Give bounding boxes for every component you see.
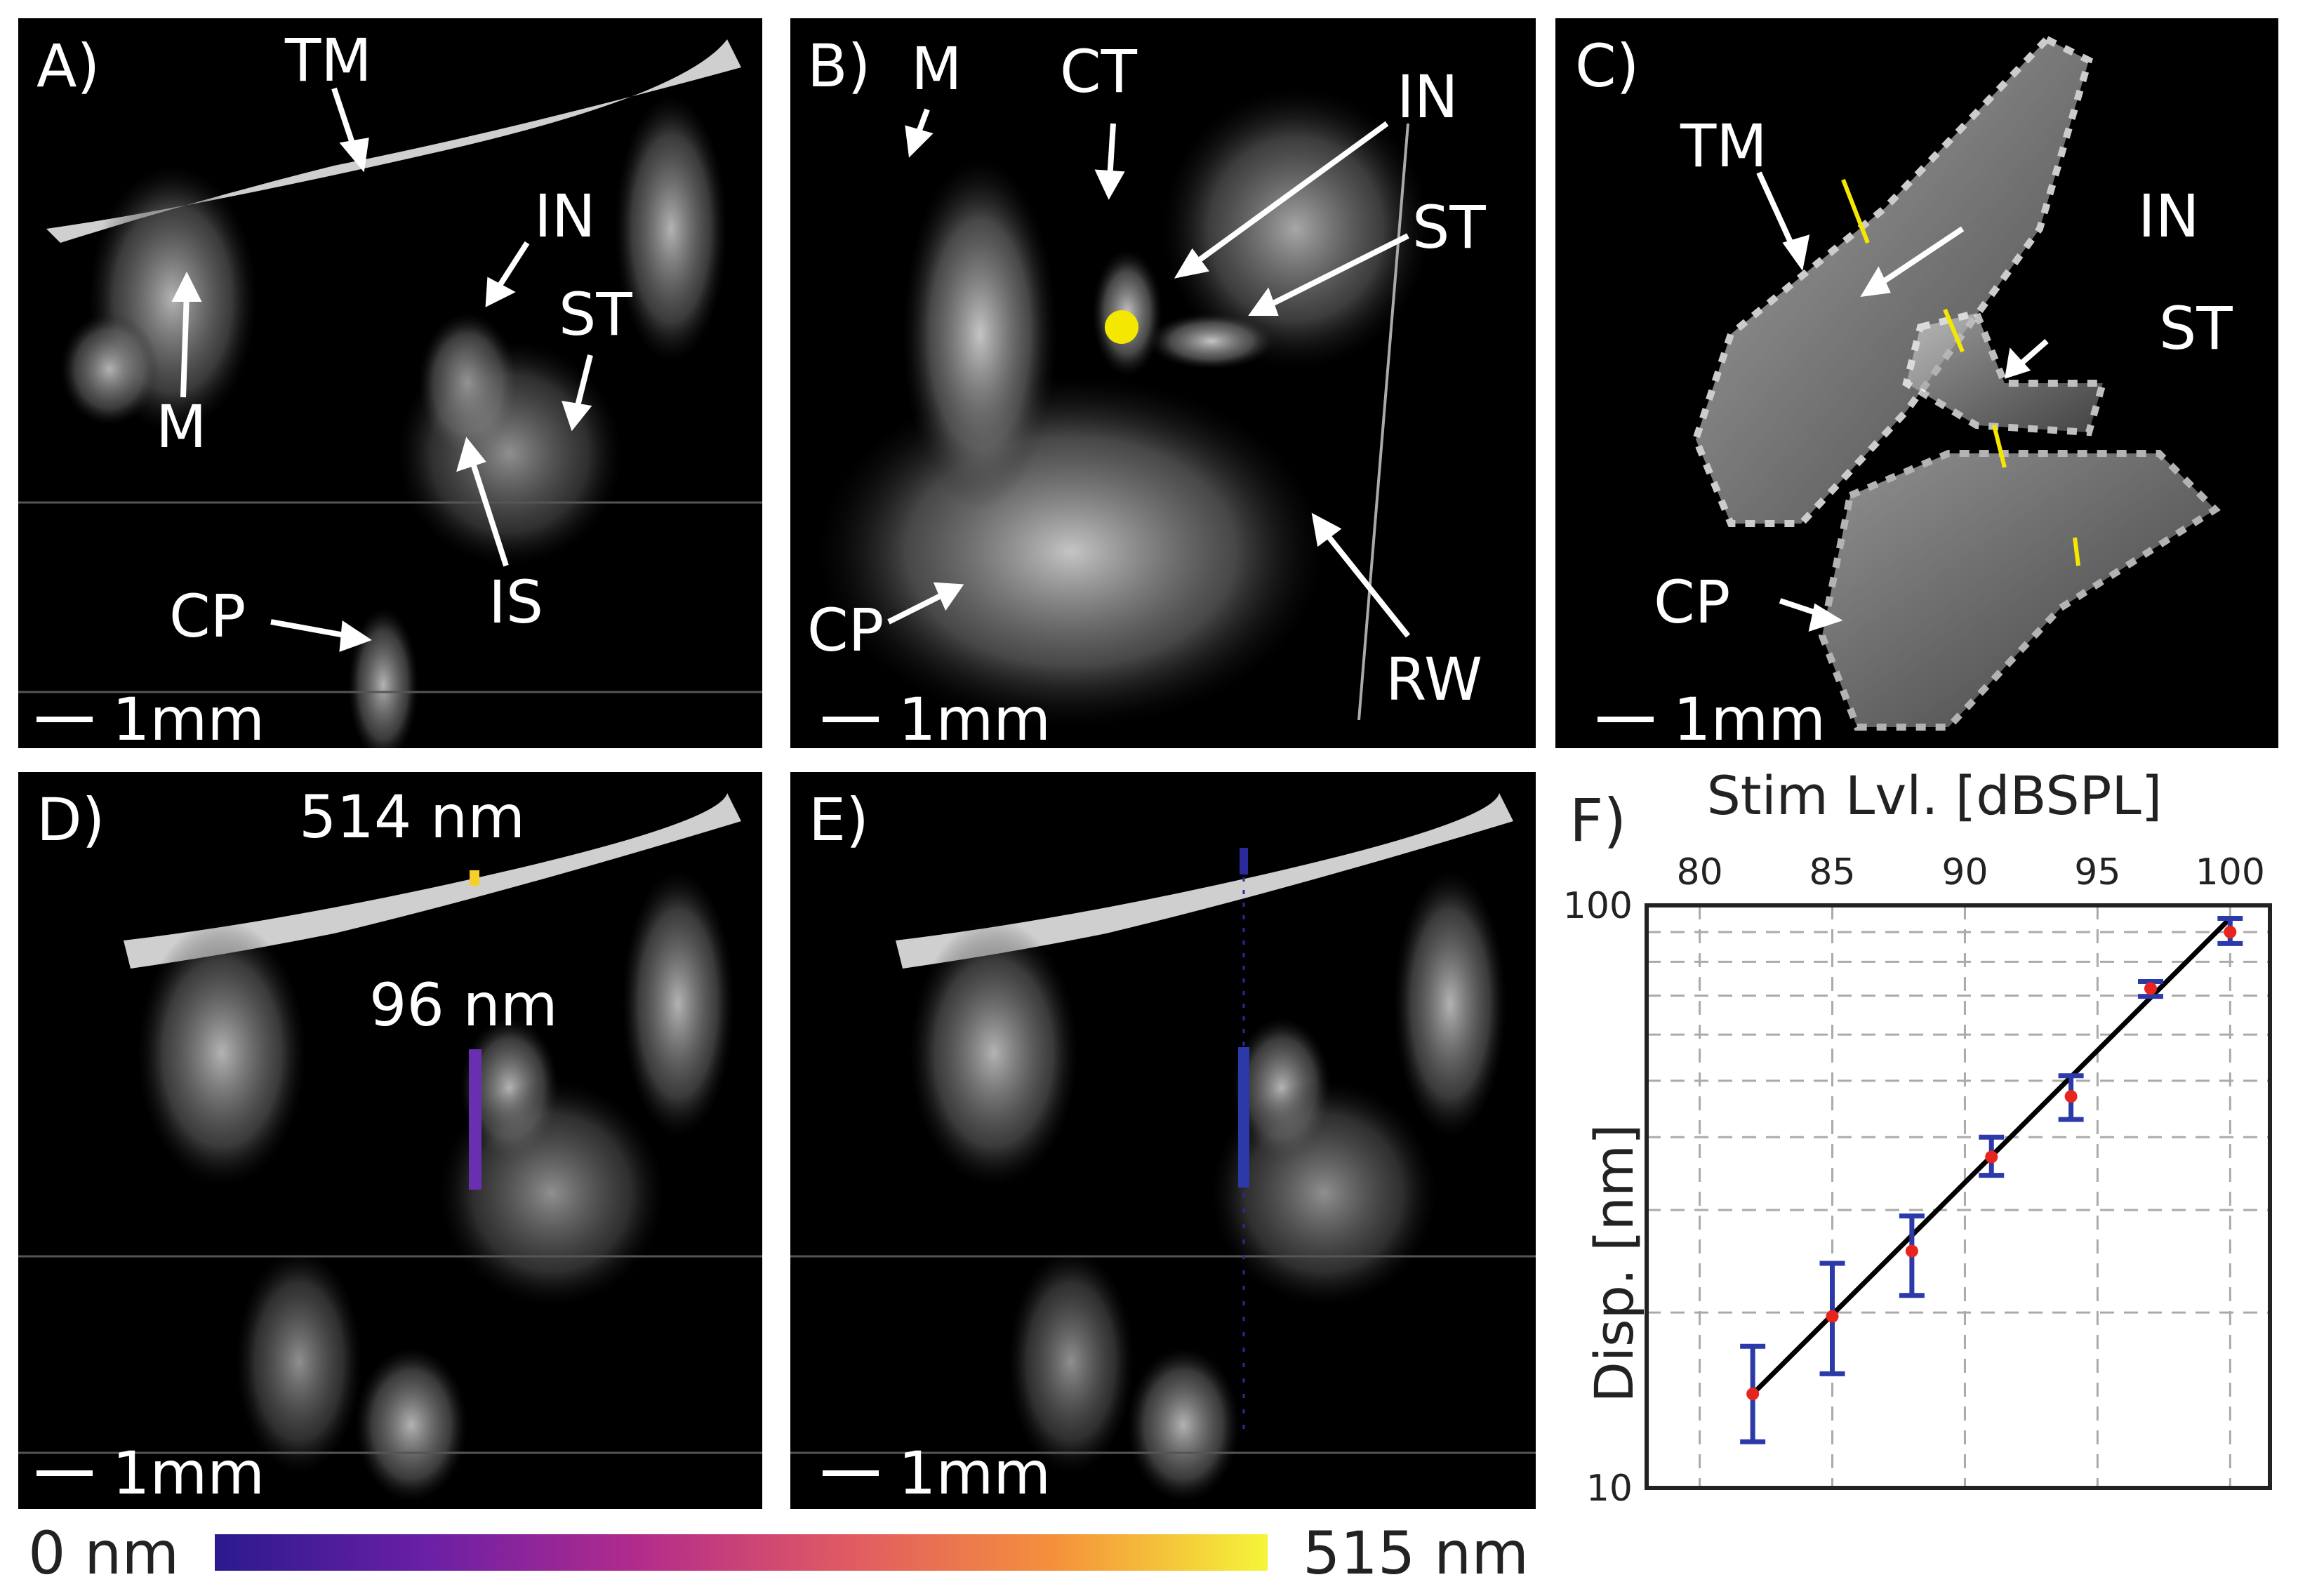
chart-f: 80 85 90 95 100 10 100 Stim Lvl. [dBSPL] Disp.… (1563, 772, 2272, 1510)
label-st: ST (1412, 193, 1486, 262)
label-is: IS (489, 568, 544, 637)
panel-c-label: C) (1575, 32, 1640, 100)
panel-b: B) M CT IN ST CP RW 1mm (790, 18, 1536, 748)
colorbar-max-label: 515 nm (1303, 1519, 1529, 1588)
colorbar (215, 1534, 1268, 1571)
label-m: M (156, 392, 207, 461)
y-tick-label: 10 (1586, 1468, 1633, 1510)
panel-d: D) 514 nm 96 nm 1mm (18, 772, 762, 1509)
label-tm: TM (1680, 112, 1767, 180)
data-point (1746, 1388, 1760, 1401)
label-tm: TM (285, 26, 372, 95)
label-st: ST (2159, 294, 2233, 363)
label-st: ST (559, 280, 632, 349)
panel-e: E) 1mm (790, 772, 1536, 1509)
panel-a-label: A) (36, 32, 100, 100)
scale-bar: 1mm (36, 685, 265, 748)
panel-e-image (790, 793, 1536, 1502)
label-cp: CP (169, 582, 246, 651)
scale-bar: 1mm (36, 1439, 265, 1508)
label-rw: RW (1386, 645, 1483, 714)
data-point (1826, 1310, 1839, 1323)
x-tick-label: 85 (1809, 851, 1855, 893)
panel-c-image (1692, 34, 2221, 731)
data-point (2224, 925, 2237, 938)
data-point (2144, 982, 2157, 995)
plot-frame (1645, 903, 2272, 1490)
label-in: IN (1397, 62, 1459, 131)
panel-b-image (818, 88, 1429, 727)
label-in: IN (534, 182, 596, 251)
scale-bar: 1mm (1598, 685, 1826, 748)
panel-f: F) 80 85 90 95 100 10 100 Stim Lvl. [dBSPL] Di… (1555, 772, 2285, 1565)
scale-bar: 1mm (823, 1439, 1051, 1508)
panel-f-label: F) (1569, 786, 1627, 855)
data-point (2064, 1090, 2078, 1103)
y-axis-label: Disp. [nm] (1583, 1124, 1645, 1402)
x-tick-label: 100 (2196, 851, 2265, 893)
label-cp: CP (807, 596, 884, 665)
colorbar-min-label: 0 nm (28, 1519, 180, 1588)
data-point (1985, 1150, 1998, 1164)
label-96nm: 96 nm (369, 971, 558, 1039)
panel-e-label: E) (809, 785, 869, 854)
x-tick-label: 80 (1676, 851, 1722, 893)
x-tick-label: 95 (2074, 851, 2120, 893)
label-in: IN (2138, 182, 2200, 251)
data-point (1905, 1244, 1918, 1258)
label-ct: CT (1060, 37, 1137, 106)
label-m: M (911, 34, 962, 103)
x-tick-label: 90 (1941, 851, 1988, 893)
panel-b-label: B) (807, 32, 871, 100)
y-tick-label: 100 (1563, 885, 1633, 927)
panel-a: A) TM M IN ST IS CP 1mm (18, 18, 762, 748)
label-514nm: 514 nm (299, 783, 526, 851)
label-cp: CP (1654, 568, 1731, 637)
scale-bar: 1mm (823, 685, 1051, 748)
panel-d-image (18, 793, 762, 1502)
x-axis-label: Stim Lvl. [dBSPL] (1707, 772, 2163, 827)
panel-a-image (18, 39, 762, 748)
panel-d-label: D) (36, 785, 105, 854)
panel-c: C) TM IN ST CP 1mm (1555, 18, 2278, 748)
